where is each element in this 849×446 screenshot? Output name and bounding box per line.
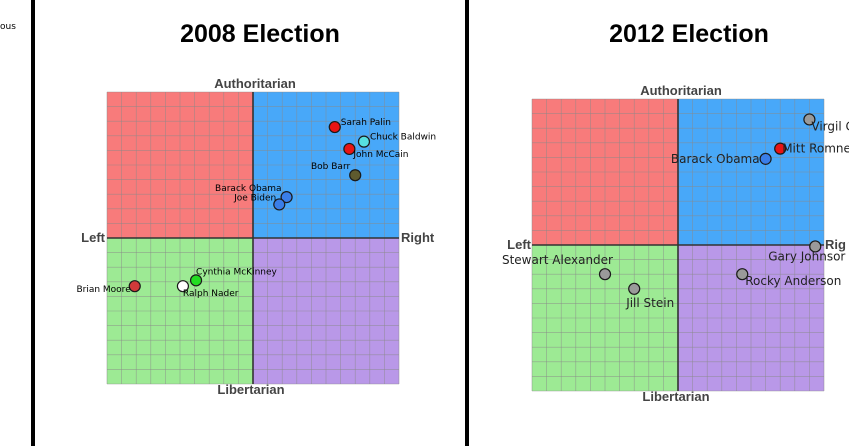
chart-2008-election: 2008 Election Sarah Palin Chuck Baldwin Jo… (76, 20, 436, 397)
axis-label-bottom: Libertarian (642, 389, 709, 404)
axis-label-left: Left (81, 230, 106, 245)
data-point (598, 268, 612, 281)
chart-title: 2012 Election (609, 20, 769, 48)
chart-title: 2008 Election (180, 20, 340, 48)
axis-label-top: Authoritarian (214, 76, 296, 91)
data-point (128, 280, 141, 293)
data-point-label: Barack Obama (215, 184, 282, 194)
data-point (357, 135, 371, 148)
data-point (280, 191, 293, 204)
data-point-label: Jill Stein (625, 296, 674, 310)
chart-2012-election: 2012 Election Virgil G Barack Obama Mitt R… (502, 20, 849, 404)
data-point-label: Mitt Romne (782, 142, 849, 156)
data-point-label: Joe Biden (233, 193, 276, 203)
panel-divider-right (465, 0, 469, 446)
data-point (176, 280, 190, 293)
data-point (736, 268, 749, 281)
data-point-label: Sarah Palin (341, 118, 391, 128)
axis-label-left: Left (507, 237, 532, 252)
data-point-label: Bob Barr (311, 162, 350, 172)
data-point (328, 120, 341, 134)
axis-label-top: Authoritarian (640, 83, 722, 98)
data-point (803, 113, 816, 126)
data-point-label: Chuck Baldwin (370, 133, 436, 143)
axis-label-right: Right (401, 230, 435, 245)
data-point-label: Barack Obama (671, 152, 760, 166)
data-point-label: Rocky Anderson (745, 274, 841, 288)
data-point-label: John McCain (352, 150, 408, 160)
data-point-label: Cynthia McKinney (196, 267, 277, 277)
axis-label-right: Rig (825, 237, 846, 252)
data-point (759, 152, 772, 165)
data-point (628, 282, 641, 295)
data-point (809, 240, 822, 253)
data-point (343, 142, 356, 156)
data-point-label: Gary Johnsor (768, 249, 845, 263)
data-point-label: Ralph Nader (183, 289, 239, 299)
data-point-label: Stewart Alexander (502, 253, 613, 267)
panel-divider-left (31, 0, 35, 446)
axis-label-bottom: Libertarian (217, 382, 284, 397)
data-point (774, 142, 787, 155)
data-point (349, 169, 362, 182)
data-point-label: Brian Moore (76, 285, 131, 295)
data-point (189, 274, 203, 287)
data-point (273, 198, 286, 211)
cropped-edge-text: ous (0, 22, 16, 32)
data-point-label: Virgil G (811, 119, 849, 133)
